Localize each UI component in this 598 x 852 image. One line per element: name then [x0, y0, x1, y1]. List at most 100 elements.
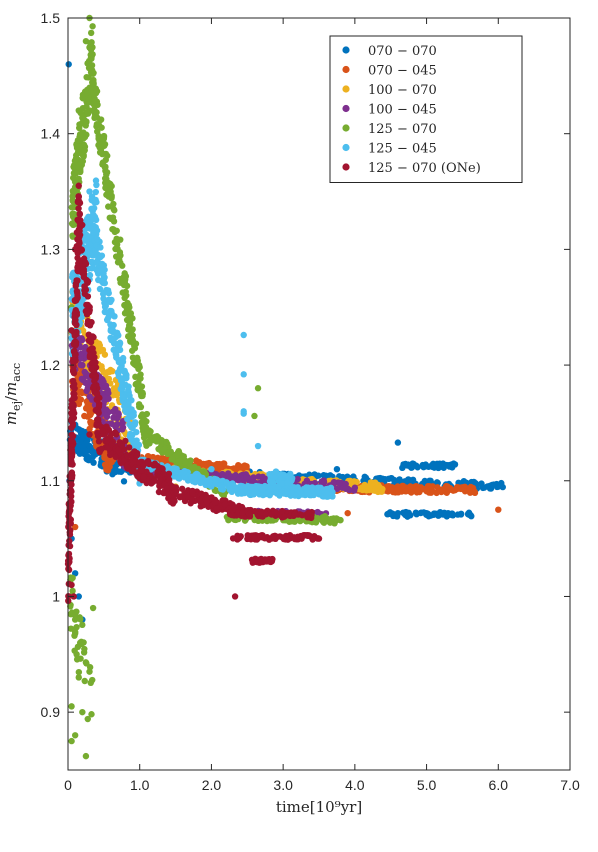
- data-point: [350, 478, 358, 485]
- data-point: [156, 473, 163, 480]
- data-point: [250, 491, 257, 498]
- data-point: [440, 464, 447, 471]
- data-point: [68, 703, 75, 710]
- y-tick-label: 1.2: [41, 357, 61, 373]
- data-point: [261, 482, 269, 490]
- data-point: [104, 437, 111, 444]
- data-point: [71, 332, 78, 339]
- data-point: [68, 417, 75, 424]
- data-point: [165, 492, 172, 499]
- data-point: [436, 487, 444, 494]
- data-point: [229, 535, 237, 542]
- legend-label: 125 − 070: [368, 122, 437, 137]
- data-point: [399, 482, 407, 490]
- data-point: [187, 500, 194, 507]
- data-point: [82, 659, 90, 666]
- data-point: [71, 732, 79, 739]
- data-point: [306, 532, 313, 540]
- data-point: [88, 258, 95, 266]
- data-point: [124, 415, 131, 423]
- x-tick-label: 6.0: [489, 777, 509, 793]
- legend-marker: [342, 46, 350, 54]
- data-point: [315, 535, 323, 542]
- data-point: [278, 480, 286, 487]
- data-point: [84, 109, 92, 117]
- data-point: [344, 509, 351, 517]
- data-point: [68, 409, 75, 417]
- x-tick-label: 7.0: [560, 777, 580, 793]
- data-point: [88, 365, 95, 373]
- data-point: [76, 199, 83, 206]
- legend-box: [329, 35, 523, 183]
- data-point: [104, 309, 112, 316]
- data-point: [87, 420, 95, 427]
- data-point: [94, 235, 101, 243]
- data-point: [444, 509, 452, 517]
- data-point: [173, 487, 180, 495]
- data-point: [101, 303, 109, 311]
- data-point: [91, 388, 98, 395]
- data-point: [336, 479, 343, 487]
- data-point: [67, 625, 75, 632]
- data-point: [106, 368, 113, 376]
- data-point: [73, 277, 80, 284]
- data-point: [265, 489, 272, 497]
- data-point: [261, 557, 269, 565]
- data-point: [360, 484, 367, 491]
- data-point: [139, 392, 146, 400]
- data-point: [296, 488, 304, 496]
- data-point: [156, 482, 163, 490]
- series-6: [64, 182, 323, 605]
- data-point: [236, 534, 243, 542]
- data-point: [89, 23, 96, 30]
- data-point: [89, 604, 97, 612]
- data-point: [407, 483, 414, 490]
- data-point: [74, 137, 82, 144]
- data-point: [146, 437, 154, 444]
- data-point: [105, 375, 113, 383]
- data-point: [208, 466, 215, 473]
- data-point: [466, 486, 473, 494]
- data-point: [449, 512, 457, 519]
- data-point: [418, 509, 425, 516]
- legend-label: 070 − 045: [368, 64, 437, 79]
- data-point: [374, 481, 382, 489]
- data-point: [100, 289, 108, 297]
- data-point: [102, 156, 110, 164]
- data-point: [98, 260, 106, 268]
- data-point: [69, 574, 76, 582]
- data-point: [128, 397, 135, 404]
- data-point: [495, 483, 502, 490]
- data-point: [100, 295, 107, 302]
- data-point: [105, 203, 112, 210]
- data-point: [69, 432, 77, 440]
- data-point: [86, 425, 93, 433]
- data-point: [394, 485, 402, 493]
- data-point: [84, 456, 91, 463]
- data-point: [124, 333, 132, 340]
- data-point: [72, 351, 79, 358]
- data-point: [79, 361, 86, 369]
- data-point: [81, 147, 88, 154]
- data-point: [430, 462, 437, 469]
- data-point: [169, 455, 176, 462]
- data-point: [67, 486, 74, 493]
- data-point: [96, 342, 104, 349]
- data-point: [135, 365, 142, 373]
- data-point: [102, 179, 109, 187]
- data-point: [98, 277, 105, 285]
- data-point: [65, 519, 73, 527]
- data-point: [126, 325, 133, 332]
- data-point: [414, 486, 421, 494]
- data-point: [240, 331, 247, 339]
- y-tick-label: 0.9: [41, 704, 61, 720]
- data-point: [85, 219, 93, 227]
- y-tick-label: 1.1: [41, 473, 61, 489]
- data-point: [96, 348, 103, 355]
- data-point: [249, 559, 256, 566]
- data-point: [237, 482, 245, 490]
- data-point: [72, 339, 80, 346]
- data-point: [93, 120, 101, 128]
- data-point: [387, 486, 394, 494]
- data-point: [75, 164, 83, 171]
